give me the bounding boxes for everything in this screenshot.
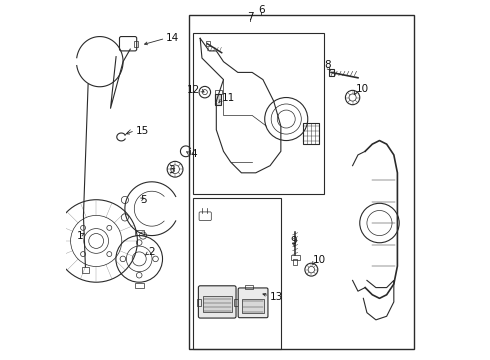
Text: 15: 15 <box>136 126 149 135</box>
Text: 7: 7 <box>247 12 254 22</box>
Text: 9: 9 <box>290 236 297 246</box>
Bar <box>291 255 299 260</box>
Bar <box>134 41 138 46</box>
Bar <box>293 259 297 265</box>
Bar <box>193 33 324 194</box>
FancyBboxPatch shape <box>198 286 236 318</box>
Text: 14: 14 <box>166 33 179 43</box>
Text: 13: 13 <box>270 292 283 302</box>
Text: 5: 5 <box>140 195 147 205</box>
Bar <box>135 283 144 288</box>
Bar <box>203 296 232 312</box>
Bar <box>190 15 414 348</box>
Bar <box>193 198 281 348</box>
Text: 10: 10 <box>313 255 326 265</box>
Bar <box>82 267 89 273</box>
Bar <box>215 94 221 105</box>
Bar <box>215 90 221 94</box>
Bar <box>242 299 265 313</box>
Bar <box>197 299 201 306</box>
Bar <box>135 230 144 235</box>
Bar <box>329 69 334 76</box>
Text: 4: 4 <box>191 149 197 159</box>
Bar <box>205 41 210 46</box>
Bar <box>245 285 253 289</box>
Text: 12: 12 <box>187 85 200 95</box>
Bar <box>234 299 238 306</box>
Text: 2: 2 <box>148 247 155 257</box>
Bar <box>303 123 319 144</box>
Text: 10: 10 <box>355 84 368 94</box>
FancyBboxPatch shape <box>238 288 268 318</box>
Text: 1: 1 <box>77 231 83 240</box>
Text: 11: 11 <box>221 93 235 103</box>
Text: 6: 6 <box>258 5 265 15</box>
Text: 8: 8 <box>324 60 331 70</box>
Text: 3: 3 <box>168 165 175 175</box>
